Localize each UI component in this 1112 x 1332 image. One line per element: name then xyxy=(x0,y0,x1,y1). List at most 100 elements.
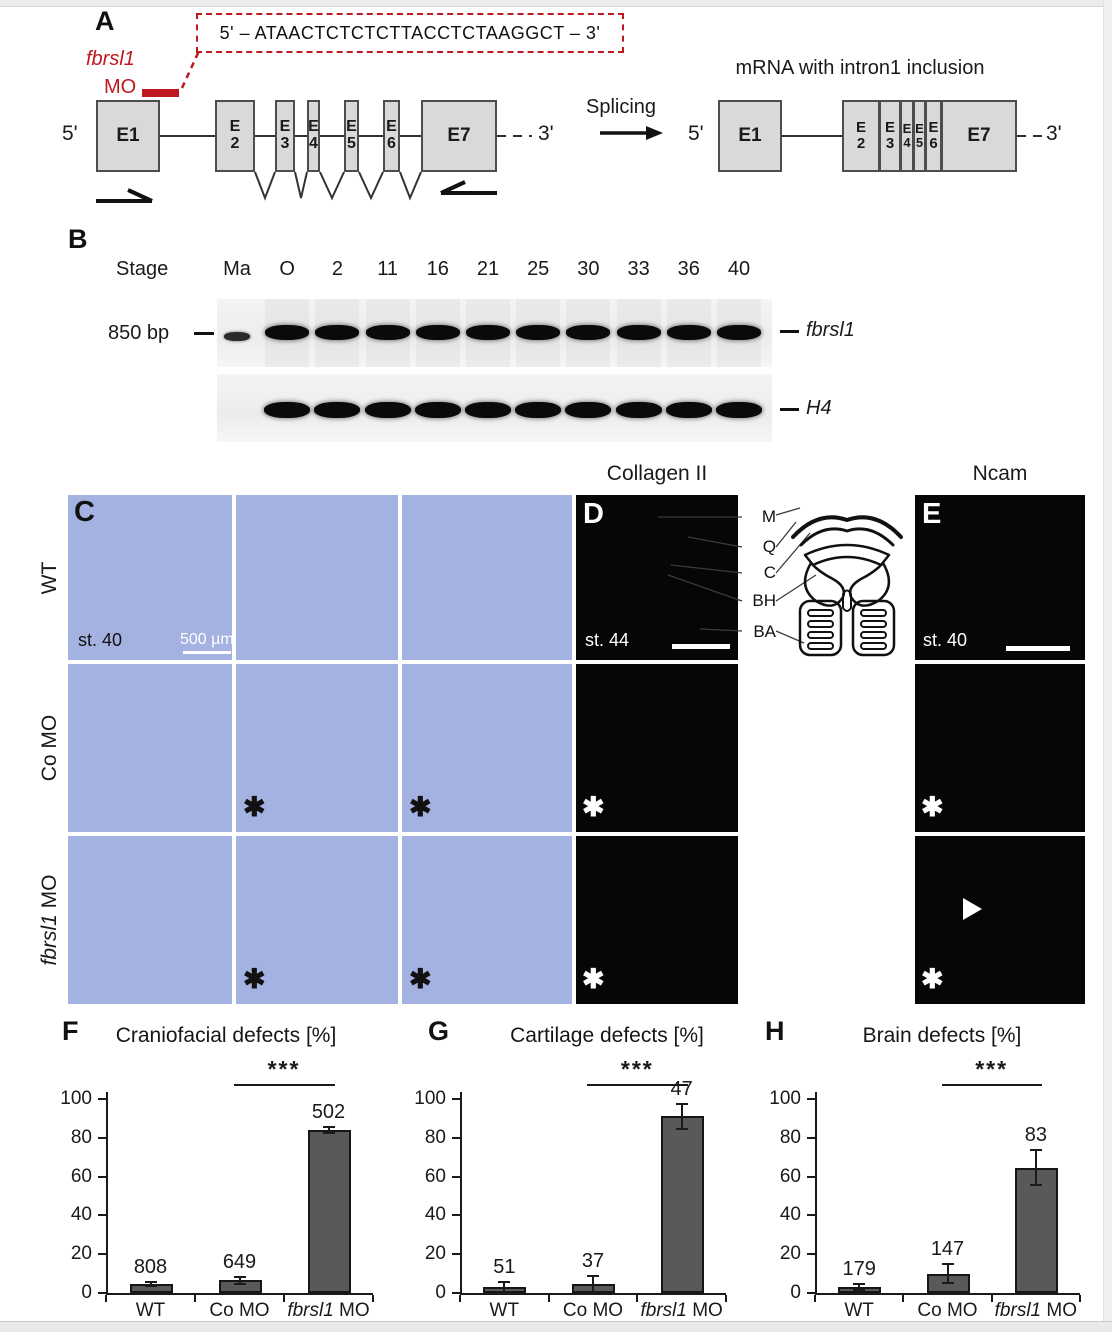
gel-band-fbrsl1 xyxy=(466,325,510,340)
gene-label-h4: H4 xyxy=(806,397,832,419)
error-bar-cap-bottom xyxy=(941,1282,954,1285)
exon-label: 4 xyxy=(903,135,911,150)
chart-y-axis xyxy=(106,1092,108,1295)
error-bar-cap-bottom xyxy=(675,1128,688,1131)
panel-a-letter: A xyxy=(95,6,115,36)
asterisk-d-r2: ✱ xyxy=(582,792,605,822)
stage-label: Stage xyxy=(116,258,169,280)
error-bar-line xyxy=(503,1282,506,1293)
chart-x-category-italic: fbrsl1 xyxy=(994,1300,1042,1321)
chart-y-tick xyxy=(98,1175,106,1178)
gel-band-h4 xyxy=(565,402,612,418)
panel-c-letter: C xyxy=(74,496,95,528)
exon-label: 3 xyxy=(280,135,290,152)
defect-arrowhead-icon xyxy=(963,898,982,920)
panel-d-title: Collagen II xyxy=(606,462,708,485)
chart-y-tick-label: 40 xyxy=(70,1204,92,1226)
chart-y-tick-label: 60 xyxy=(424,1165,446,1187)
stain-ncam-wt xyxy=(915,495,1085,660)
photo-fbrsl1mo-lateral-zoom xyxy=(236,836,398,1004)
photo-como-frontal xyxy=(402,664,572,832)
error-bar-cap-top xyxy=(853,1283,866,1286)
exon-label: 6 xyxy=(929,135,938,152)
bar-n-label: 47 xyxy=(670,1077,693,1100)
page-top-edge xyxy=(0,0,1112,7)
error-bar-line xyxy=(1034,1150,1037,1186)
stain-ncam-como xyxy=(915,664,1085,832)
chart-y-tick xyxy=(452,1136,460,1139)
significance-line xyxy=(941,1084,1042,1086)
chart-y-tick xyxy=(807,1253,815,1256)
chart-x-axis xyxy=(106,1293,373,1295)
chart-y-tick-label: 100 xyxy=(60,1088,92,1109)
panel-c-scalebar xyxy=(183,651,231,654)
error-bar-cap-bottom xyxy=(233,1283,246,1286)
gel-band-fbrsl1 xyxy=(315,325,360,340)
stain-collagen-como xyxy=(576,664,738,832)
chart-title: Cartilage defects [%] xyxy=(510,1024,704,1047)
chart-x-axis xyxy=(460,1293,726,1295)
panel-d-scalebar xyxy=(672,644,730,649)
gel-band-fbrsl1 xyxy=(566,325,611,340)
chart-x-category-italic: fbrsl1 xyxy=(640,1300,687,1321)
significance-line xyxy=(233,1084,335,1086)
chart-x-tick xyxy=(283,1295,285,1302)
gel-band-h4 xyxy=(515,402,562,418)
error-bar-cap-bottom xyxy=(1029,1184,1042,1187)
chart-y-tick-label: 40 xyxy=(779,1204,801,1226)
chart-x-category-italic: fbrsl1 xyxy=(287,1300,334,1321)
chart-y-tick xyxy=(452,1175,460,1178)
chart-y-tick-label: 20 xyxy=(779,1243,801,1265)
panel-a-diagram-lines xyxy=(96,50,1043,203)
error-bar-cap-top xyxy=(233,1275,246,1278)
error-bar-cap-top xyxy=(1029,1149,1042,1152)
pre-mrna-3-prime: 3' xyxy=(538,122,554,145)
page-bottom-edge xyxy=(0,1321,1112,1332)
pre-mrna-5-prime: 5' xyxy=(62,122,78,145)
gel-lane-label-21: 21 xyxy=(476,258,500,280)
chart-y-tick xyxy=(807,1214,815,1217)
chart-y-tick-label: 80 xyxy=(424,1126,446,1148)
chart-y-tick-label: 80 xyxy=(70,1126,92,1148)
asterisk-c-r3c2: ✱ xyxy=(243,964,266,994)
gel-band-h4 xyxy=(665,402,712,418)
chart-y-tick-label: 60 xyxy=(70,1165,92,1187)
chart-title: Brain defects [%] xyxy=(862,1024,1022,1047)
significance-stars: *** xyxy=(620,1056,654,1082)
anatomy-label-bh: BH xyxy=(752,591,776,610)
photo-como-lateral xyxy=(68,664,232,832)
gel-lane-label-25: 25 xyxy=(527,258,550,280)
chart-x-tick xyxy=(105,1295,107,1302)
exon-label: 6 xyxy=(387,135,396,152)
chart-x-tick xyxy=(990,1295,993,1302)
error-bar-line xyxy=(858,1284,861,1291)
exon-label: E xyxy=(884,119,895,137)
chart-y-tick xyxy=(98,1136,106,1139)
cartilage-schematic xyxy=(791,515,903,657)
chart-x-tick xyxy=(547,1295,550,1302)
chart-x-tick xyxy=(814,1295,816,1302)
exon-label: E xyxy=(928,119,939,137)
stain-collagen-wt xyxy=(576,495,738,660)
chart-y-tick-label: 20 xyxy=(70,1243,92,1265)
chart-x-tick xyxy=(1079,1295,1081,1302)
asterisk-e-r2: ✱ xyxy=(921,792,944,822)
gel-lane-label-16: 16 xyxy=(426,258,449,280)
exon-label: E xyxy=(902,121,912,137)
gel-band-h4 xyxy=(364,402,411,418)
error-bar-cap-top xyxy=(675,1102,688,1105)
error-bar-cap-top xyxy=(144,1281,157,1284)
chart-x-axis xyxy=(815,1293,1080,1295)
chart-y-axis xyxy=(815,1092,817,1295)
photo-como-lateral-zoom xyxy=(236,664,398,832)
mrna-5-prime: 5' xyxy=(688,122,704,145)
asterisk-c-r2c2: ✱ xyxy=(243,792,266,822)
anatomy-label-c: C xyxy=(763,563,776,582)
gel-lane-label-40: 40 xyxy=(727,258,751,280)
chart-x-tick xyxy=(902,1295,905,1302)
chart-y-tick-label: 40 xyxy=(424,1204,446,1226)
chart-y-axis xyxy=(460,1092,462,1295)
